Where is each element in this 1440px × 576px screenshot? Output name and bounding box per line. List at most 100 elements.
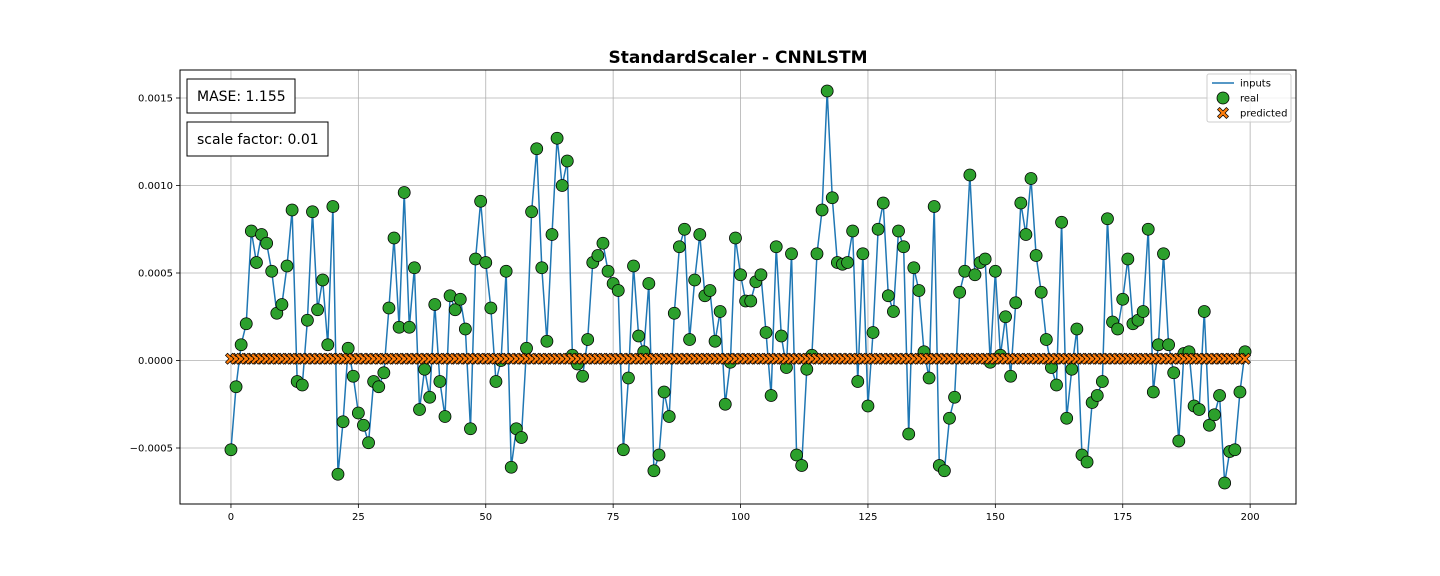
real-point — [667, 306, 681, 320]
real-point — [1136, 305, 1150, 318]
real-point — [1141, 222, 1155, 236]
real-point — [968, 268, 982, 282]
real-point — [285, 203, 299, 217]
real-point — [632, 329, 646, 343]
real-point — [591, 249, 605, 262]
annotations: MASE: 1.155 scale factor: 0.01 — [186, 78, 329, 157]
real-point — [1009, 296, 1023, 310]
real-point — [239, 317, 253, 331]
real-point — [581, 333, 595, 346]
real-point — [1050, 378, 1063, 392]
real-point — [453, 292, 467, 306]
real-point — [912, 284, 926, 297]
legend-label: inputs — [1240, 79, 1271, 90]
x-tick-label: 200 — [1241, 512, 1260, 523]
real-point — [729, 231, 742, 245]
real-point — [1029, 249, 1043, 262]
legend-swatch-predicted — [1217, 107, 1229, 119]
y-axis-ticks: −0.0005 0.0000 0.0005 0.0010 0.0015 — [130, 94, 180, 455]
x-tick-label: 50 — [479, 512, 492, 523]
real-point — [515, 431, 528, 444]
real-point — [622, 371, 635, 385]
real-point — [825, 191, 839, 205]
x-tick-label: 175 — [1113, 512, 1132, 523]
real-point — [1167, 366, 1181, 380]
real-point — [887, 305, 900, 318]
real-point — [790, 448, 804, 462]
real-point — [892, 224, 905, 238]
real-point — [275, 298, 289, 311]
real-point — [1019, 228, 1033, 241]
chart-title: StandardScaler - CNNLSTM — [608, 48, 867, 68]
real-point — [555, 179, 569, 192]
real-point — [1060, 411, 1074, 425]
real-point — [428, 298, 442, 311]
real-point — [627, 259, 640, 273]
real-point — [402, 320, 416, 334]
real-point — [382, 301, 396, 315]
real-point — [351, 406, 365, 420]
real-point — [988, 264, 1002, 278]
real-point — [902, 427, 916, 441]
real-point — [1218, 476, 1232, 490]
real-point — [474, 194, 488, 208]
real-point — [1039, 333, 1053, 346]
real-point — [1202, 418, 1216, 432]
real-point — [652, 448, 666, 462]
real-point — [397, 186, 411, 199]
real-point — [458, 322, 472, 336]
legend: inputs real predicted — [1206, 73, 1292, 123]
real-point — [341, 341, 355, 355]
real-point — [545, 228, 559, 241]
real-point — [764, 389, 778, 402]
real-point — [815, 203, 829, 217]
real-point — [846, 224, 860, 238]
legend-label: predicted — [1240, 109, 1287, 120]
real-point — [1070, 322, 1084, 336]
real-point — [769, 240, 783, 254]
real-point — [611, 284, 625, 297]
real-point — [876, 196, 890, 210]
real-point — [530, 142, 544, 156]
real-point — [759, 326, 773, 339]
real-point — [260, 236, 274, 250]
real-point — [1090, 389, 1104, 402]
real-point — [484, 301, 498, 315]
real-point — [1101, 212, 1114, 226]
predicted-point — [1239, 352, 1252, 365]
real-point — [657, 385, 671, 399]
real-point — [423, 390, 437, 404]
real-point — [387, 231, 401, 245]
real-point — [489, 375, 503, 388]
real-point — [357, 418, 370, 432]
x-tick-label: 75 — [607, 512, 620, 523]
real-point — [418, 362, 432, 376]
real-point — [937, 464, 951, 478]
real-point — [718, 397, 732, 411]
real-point — [662, 410, 676, 423]
real-point — [871, 222, 885, 236]
real-point — [1121, 252, 1135, 266]
real-point — [841, 256, 854, 269]
real-point — [800, 362, 814, 376]
real-point — [897, 240, 911, 254]
real-point — [774, 329, 788, 343]
real-point — [672, 240, 686, 254]
real-point — [1172, 434, 1186, 448]
real-point — [265, 264, 279, 278]
real-point — [713, 305, 727, 318]
x-tick-label: 150 — [986, 512, 1005, 523]
real-point — [1233, 385, 1247, 399]
real-point — [1157, 247, 1170, 261]
real-point — [280, 259, 294, 273]
y-tick-label: 0.0010 — [138, 181, 173, 192]
real-point — [683, 333, 696, 346]
real-point — [851, 375, 865, 388]
real-point — [642, 277, 656, 290]
real-point — [1197, 305, 1211, 318]
real-point — [550, 131, 564, 145]
real-point — [576, 369, 589, 383]
real-point — [1014, 196, 1028, 210]
real-point — [1162, 338, 1176, 352]
y-tick-label: 0.0015 — [138, 94, 173, 105]
